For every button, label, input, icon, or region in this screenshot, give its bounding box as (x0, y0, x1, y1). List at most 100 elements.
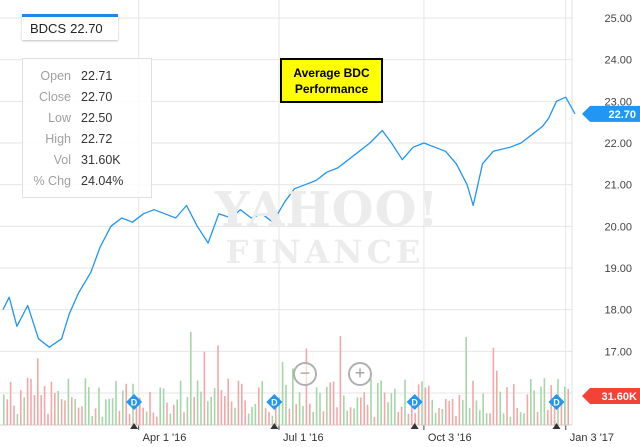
volume-bar (438, 408, 440, 425)
volume-bar (213, 388, 216, 425)
volume-bar (169, 413, 172, 425)
annotation-line-1: Average BDC (293, 65, 370, 80)
volume-bar (360, 397, 362, 425)
stat-value: 22.70 (81, 89, 113, 104)
volume-bar (94, 408, 97, 425)
volume-bar (135, 397, 138, 425)
volume-bar (37, 358, 39, 425)
volume-bar (261, 380, 263, 425)
volume-bar (356, 397, 359, 425)
y-tick-label: 17.00 (604, 346, 632, 358)
volume-bar (281, 362, 284, 425)
stats-panel: Open 22.71 Close 22.70 Low 22.50 High 22… (22, 58, 152, 198)
volume-bar (448, 401, 450, 425)
volume-bar (428, 385, 430, 425)
volume-bar (288, 408, 291, 425)
volume-bar (492, 347, 495, 425)
volume-bar (482, 393, 484, 425)
stat-row-low: Low 22.50 (23, 107, 151, 128)
volume-bar (394, 388, 396, 425)
stat-row-close: Close 22.70 (23, 86, 151, 107)
volume-bar (506, 387, 508, 425)
volume-bar (111, 398, 114, 425)
volume-bar (485, 413, 488, 425)
zoom-out-button[interactable]: − (293, 362, 317, 386)
price-series-line (2, 96, 576, 348)
volume-bar (462, 399, 464, 425)
volume-bar (530, 379, 532, 425)
y-tick-label: 23.00 (604, 96, 632, 108)
volume-bar (404, 379, 406, 425)
volume-bar (397, 412, 399, 425)
volume-bar (407, 413, 410, 425)
volume-bar (380, 380, 382, 425)
volume-bar (122, 390, 124, 425)
volume-bar (536, 411, 539, 425)
volume-bar (224, 395, 226, 425)
x-tick-label: Jan 3 '17 (570, 432, 614, 444)
volume-bar (292, 368, 294, 425)
volume-bar (502, 413, 505, 425)
volume-bar (424, 387, 427, 425)
volume-bar (496, 370, 498, 425)
volume-bar (156, 416, 158, 425)
volume-bar (377, 383, 379, 425)
volume-bar (326, 386, 328, 425)
volume-bar (149, 392, 151, 425)
ticker-label[interactable]: BDCS 22.70 (22, 14, 118, 40)
dividend-marker-label: D (553, 398, 560, 408)
volume-bar (523, 413, 525, 425)
volume-bar (20, 390, 22, 425)
volume-bar (183, 412, 185, 425)
volume-bar (16, 413, 19, 425)
volume-bar (390, 393, 393, 425)
volume-bar (547, 409, 549, 425)
zoom-in-button[interactable]: + (348, 362, 372, 386)
volume-bar (145, 411, 148, 425)
volume-bar (176, 399, 178, 425)
stat-value: 22.72 (81, 131, 113, 146)
volume-bar (305, 348, 308, 425)
volume-bar (50, 381, 53, 425)
dividend-marker (548, 394, 565, 410)
dividend-marker-label: D (131, 398, 138, 408)
volume-bar (298, 392, 301, 425)
last-volume-badge (582, 388, 640, 404)
volume-bar (190, 331, 192, 425)
dividend-tick (270, 423, 279, 429)
volume-bar (173, 404, 175, 425)
dividend-marker (126, 394, 143, 410)
stat-label: % Chg (33, 173, 71, 188)
volume-bar (203, 351, 206, 425)
volume-bar (479, 410, 481, 425)
volume-bar (159, 387, 161, 425)
volume-bar (564, 386, 566, 425)
volume-bar (560, 404, 563, 425)
y-tick-label: 18.00 (604, 305, 632, 317)
y-tick-label: 24.00 (604, 55, 632, 67)
volume-bar (217, 345, 219, 425)
dividend-marker-label: D (271, 398, 278, 408)
ticker-symbol: BDCS (30, 21, 67, 36)
volume-bar (125, 383, 127, 425)
volume-bar (142, 407, 144, 425)
stat-label: High (45, 131, 71, 146)
volume-bar (472, 380, 474, 425)
volume-bar (64, 400, 66, 425)
volume-bar (526, 394, 529, 425)
volume-bar (445, 398, 447, 425)
volume-bar (26, 377, 29, 425)
volume-bar (312, 412, 314, 425)
volume-bar (251, 406, 253, 425)
volume-bar (319, 392, 321, 425)
volume-bar (91, 416, 93, 425)
volume-bar (343, 395, 345, 425)
volume-bar (244, 400, 246, 425)
last-volume-label: 31.60K (602, 391, 638, 403)
volume-bar (431, 399, 433, 425)
dividend-marker-label: D (411, 398, 418, 408)
volume-bar (54, 392, 56, 425)
volume-bar (101, 416, 104, 425)
volume-bar (84, 378, 87, 425)
volume-bar (519, 412, 522, 425)
